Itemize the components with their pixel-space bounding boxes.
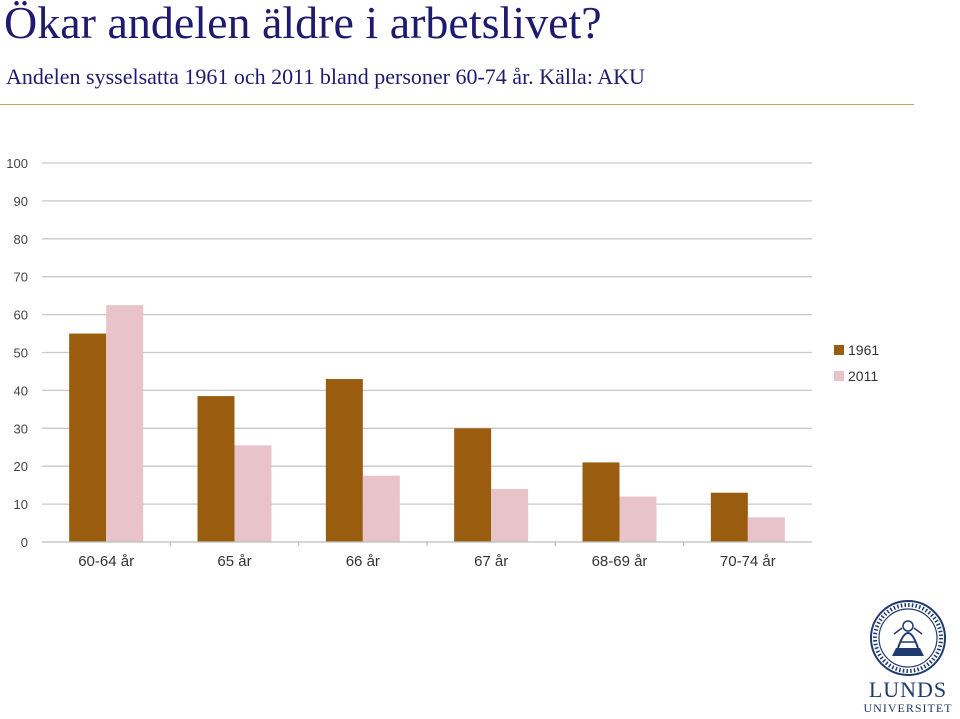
- y-tick-label-0: 0: [21, 535, 28, 550]
- bar-2011-2: [234, 445, 272, 542]
- y-tick-label-100: 100: [6, 156, 28, 171]
- bars: [69, 305, 785, 542]
- bar-1961-2: [197, 396, 235, 542]
- x-tick-label-6: 70-74 år: [720, 553, 776, 570]
- x-tick-label-5: 68-69 år: [592, 553, 648, 570]
- y-tick-label-80: 80: [14, 232, 28, 247]
- gridlines: [42, 162, 812, 505]
- axes: 0 10 20 30 40 50 60 70 80 90 100 60-64 år 65 år 66 år…: [6, 156, 812, 570]
- bar-2011-6: [747, 517, 785, 542]
- y-tick-label-30: 30: [14, 421, 28, 436]
- lund-university-logo: LUNDS UNIVERSITET: [858, 598, 958, 715]
- x-tick-label-1: 60-64 år: [78, 553, 134, 570]
- bar-1961-1: [69, 333, 107, 542]
- x-tick-label-4: 67 år: [474, 553, 508, 570]
- y-tick-label-60: 60: [14, 308, 28, 323]
- title-divider: [0, 104, 914, 105]
- y-tick-label-50: 50: [14, 346, 28, 361]
- legend-label-2011: 2011: [848, 368, 878, 384]
- logo-wordmark-line1: LUNDS: [869, 677, 947, 702]
- y-tick-label-20: 20: [14, 459, 28, 474]
- y-tick-label-10: 10: [14, 497, 28, 512]
- legend-swatch-2011: [834, 371, 844, 381]
- y-tick-label-90: 90: [14, 194, 28, 209]
- logo-wordmark-line2: UNIVERSITET: [864, 701, 953, 714]
- y-tick-label-40: 40: [14, 383, 28, 398]
- bar-2011-4: [491, 488, 529, 542]
- bar-2011-1: [106, 305, 144, 542]
- slide-subtitle: Andelen sysselsatta 1961 och 2011 bland …: [6, 64, 645, 89]
- y-tick-label-70: 70: [14, 270, 28, 285]
- bar-1961-5: [582, 462, 620, 542]
- bar-2011-3: [362, 475, 400, 542]
- legend-swatch-1961: [834, 345, 844, 355]
- slide-title: Ökar andelen äldre i arbetslivet?: [4, 0, 602, 48]
- x-tick-label-2: 65 år: [217, 553, 251, 570]
- bar-2011-5: [619, 496, 657, 542]
- bar-chart: 0 10 20 30 40 50 60 70 80 90 100 60-64 år 65 år 66 år…: [6, 156, 879, 570]
- bar-1961-4: [454, 428, 492, 542]
- legend: 1961 2011: [834, 342, 879, 384]
- bar-1961-6: [710, 492, 748, 542]
- university-seal-icon: [870, 600, 946, 676]
- bar-1961-3: [325, 379, 363, 542]
- x-tick-label-3: 66 år: [346, 553, 380, 570]
- legend-label-1961: 1961: [848, 342, 879, 358]
